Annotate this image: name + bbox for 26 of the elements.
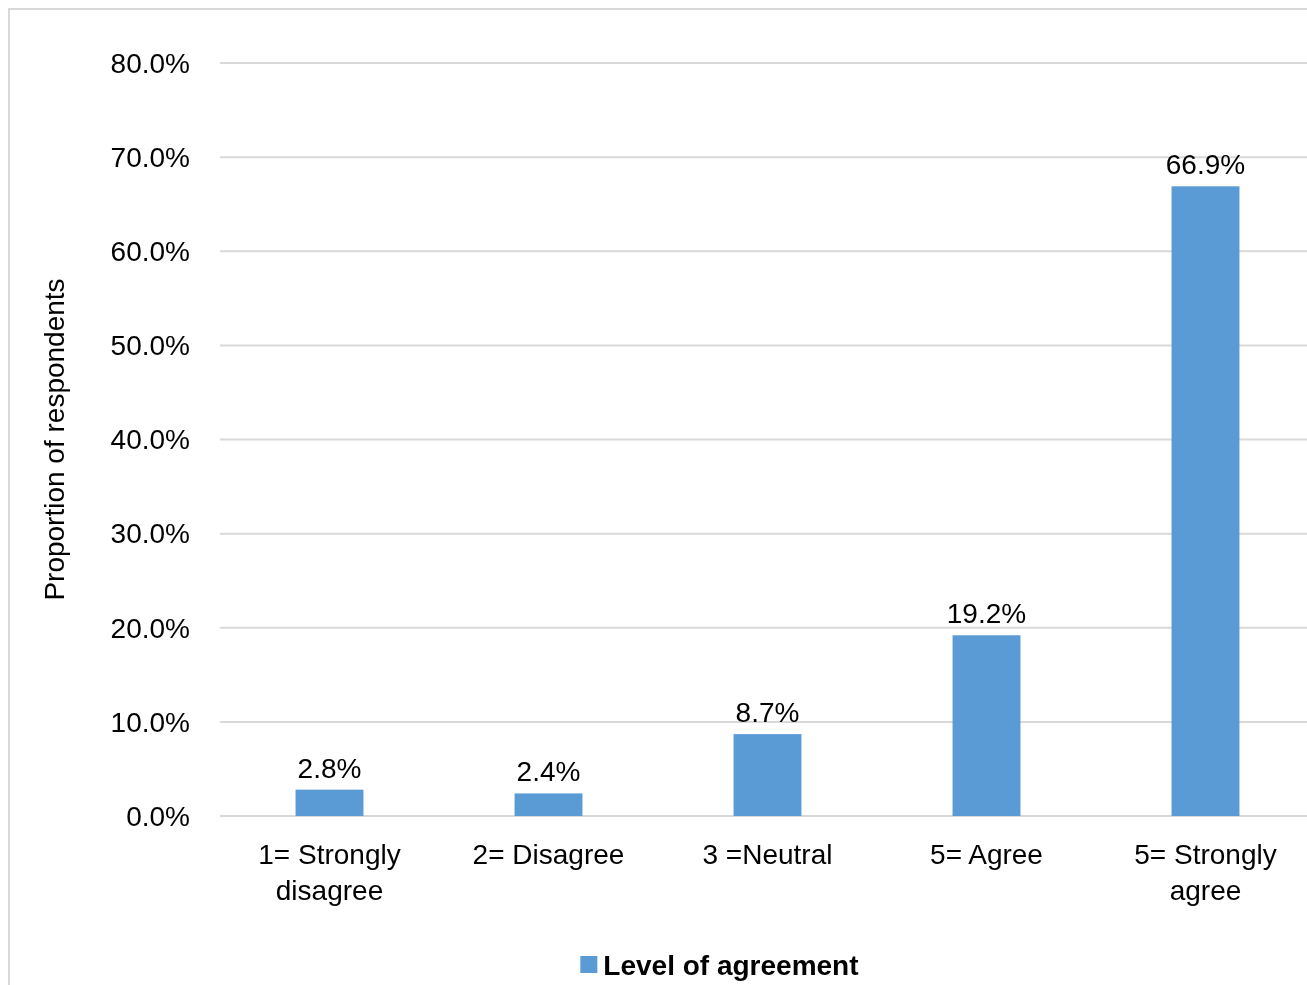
- bar: [295, 789, 364, 816]
- bar: [1171, 186, 1240, 816]
- bar: [952, 635, 1021, 816]
- y-tick-label: 80.0%: [110, 47, 190, 79]
- x-tick-label: 2= Disagree: [472, 839, 625, 870]
- x-tick-label: 3 =Neutral: [702, 839, 833, 870]
- y-tick-label: 30.0%: [110, 518, 190, 550]
- data-label: 19.2%: [946, 598, 1027, 630]
- data-label: 66.9%: [1165, 149, 1246, 181]
- y-tick-label: 50.0%: [110, 330, 190, 362]
- data-label: 2.8%: [297, 752, 362, 784]
- data-label: 8.7%: [735, 697, 800, 729]
- bar: [514, 793, 583, 816]
- y-tick-label: 40.0%: [110, 424, 190, 456]
- y-tick-label: 0.0%: [126, 800, 190, 832]
- x-tick-label: 5= Strongly agree: [1134, 839, 1277, 906]
- y-tick-label: 20.0%: [110, 612, 190, 644]
- x-tick-label: 5= Agree: [930, 839, 1043, 870]
- data-label: 2.4%: [516, 756, 581, 788]
- y-axis-title: Proportion of respondents: [39, 278, 70, 601]
- legend-label: Level of agreement: [603, 949, 859, 981]
- bar: [733, 734, 802, 816]
- y-tick-label: 10.0%: [110, 706, 190, 738]
- y-tick-label: 70.0%: [110, 141, 190, 173]
- y-tick-label: 60.0%: [110, 236, 190, 268]
- x-tick-label: 1= Strongly disagree: [258, 839, 401, 906]
